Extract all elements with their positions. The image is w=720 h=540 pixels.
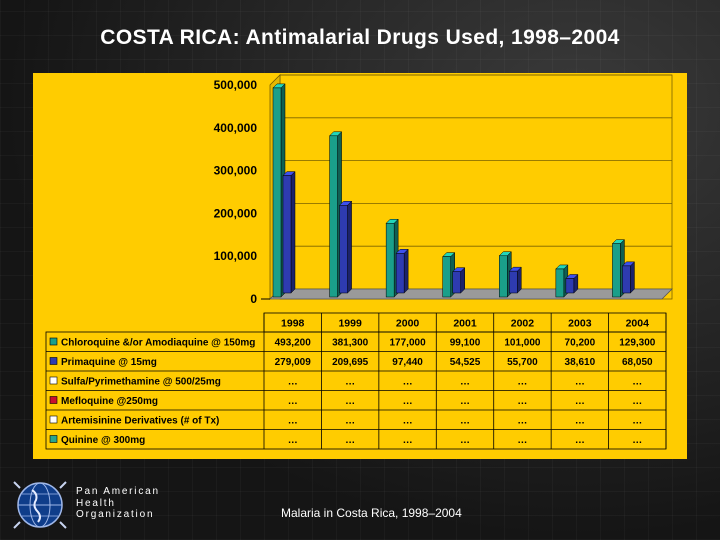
data-table-cell: … xyxy=(632,377,642,388)
legend-label: Mefloquine @250mg xyxy=(61,396,158,407)
data-table-cell: 493,200 xyxy=(275,338,312,349)
legend-swatch xyxy=(49,376,58,385)
data-table-cell: … xyxy=(575,416,585,427)
org-name-line: Organization xyxy=(76,509,155,520)
bar xyxy=(622,265,631,294)
bar xyxy=(555,268,565,298)
y-tick-label: 500,000 xyxy=(214,78,258,92)
data-table-cell: … xyxy=(517,377,527,388)
globe-logo-icon xyxy=(13,481,67,529)
legend-label: Artemisinine Derivatives (# of Tx) xyxy=(61,416,219,427)
legend-swatch xyxy=(49,396,58,404)
data-table-cell: … xyxy=(403,377,413,388)
data-table-cell: … xyxy=(575,377,585,388)
data-table-cell: … xyxy=(345,396,355,407)
legend-swatch xyxy=(49,415,58,424)
data-table-cell: 68,050 xyxy=(622,357,653,368)
x-category-label: 2004 xyxy=(626,318,650,330)
bar xyxy=(339,205,348,294)
x-category-label: 1998 xyxy=(281,318,305,330)
footer-caption: Malaria in Costa Rica, 1998–2004 xyxy=(281,506,462,520)
data-table-cell: … xyxy=(460,377,470,388)
data-table-cell: … xyxy=(345,416,355,427)
legend-swatch xyxy=(49,357,58,365)
bar xyxy=(329,135,338,298)
bar xyxy=(272,87,282,298)
data-table-cell: 209,695 xyxy=(332,357,369,368)
data-table-cell: … xyxy=(288,377,298,388)
bar xyxy=(612,243,621,298)
x-category-label: 1999 xyxy=(338,318,362,330)
bar-side xyxy=(460,267,465,294)
chart: 0 100,000 200,000 300,000 400,000 500,000 1998… xyxy=(45,74,673,450)
x-category-label: 2000 xyxy=(396,318,420,330)
data-table-cell: 99,100 xyxy=(450,338,481,349)
chart-panel: 0 100,000 200,000 300,000 400,000 500,000 1998… xyxy=(33,73,687,459)
slide-title: COSTA RICA: Antimalarial Drugs Used, 199… xyxy=(100,26,620,49)
data-table-cell: … xyxy=(632,396,642,407)
y-tick-label: 400,000 xyxy=(214,121,258,135)
data-table-cell: … xyxy=(517,435,527,446)
data-table-cell: … xyxy=(345,377,355,388)
x-category-label: 2002 xyxy=(511,318,535,330)
legend-label: Chloroquine &/or Amodiaquine @ 150mg xyxy=(61,338,255,349)
data-table-cell: … xyxy=(575,435,585,446)
data-table-cell: … xyxy=(460,396,470,407)
legend-swatch xyxy=(49,435,58,443)
x-category-label: 2003 xyxy=(568,318,592,330)
data-table-cell: … xyxy=(403,396,413,407)
data-table-cell: 381,300 xyxy=(332,338,369,349)
legend-swatch xyxy=(49,337,58,346)
data-table-cell: … xyxy=(288,396,298,407)
data-table-cell: 129,300 xyxy=(619,338,656,349)
organization-name: Pan American Health Organization xyxy=(76,486,160,521)
data-table-cell: … xyxy=(517,396,527,407)
x-category-label: 2001 xyxy=(453,318,477,330)
legend-label: Sulfa/Pyrimethamine @ 500/25mg xyxy=(61,377,221,388)
bar xyxy=(509,270,518,294)
bar-side xyxy=(630,261,635,294)
data-table-cell: … xyxy=(288,435,298,446)
legend-label: Primaquine @ 15mg xyxy=(61,357,157,368)
data-table-cell: 97,440 xyxy=(392,357,423,368)
bar xyxy=(385,222,395,298)
bar-side xyxy=(347,200,352,294)
bar-side xyxy=(517,266,522,294)
bar-side xyxy=(403,248,409,294)
data-table-cell: … xyxy=(345,435,355,446)
y-tick-label: 0 xyxy=(250,292,257,306)
data-table-cell: 279,009 xyxy=(275,357,312,368)
bar xyxy=(395,253,405,294)
data-table-cell: … xyxy=(288,416,298,427)
bar xyxy=(565,278,575,294)
org-name-line: Health xyxy=(76,497,116,509)
data-table-cell: … xyxy=(575,396,585,407)
data-table-cell: … xyxy=(460,416,470,427)
bar xyxy=(499,255,508,298)
data-table-cell: 70,200 xyxy=(565,338,596,349)
y-tick-label: 300,000 xyxy=(214,164,258,178)
org-name-line: Pan American xyxy=(76,486,160,497)
data-table-cell: … xyxy=(632,435,642,446)
data-table-cell: … xyxy=(403,435,413,446)
data-table-cell: … xyxy=(460,435,470,446)
bar xyxy=(442,256,451,298)
data-table-cell: … xyxy=(403,416,413,427)
bar xyxy=(282,175,292,294)
legend-label: Quinine @ 300mg xyxy=(61,435,145,446)
data-table-cell: … xyxy=(632,416,642,427)
bar xyxy=(452,271,461,294)
y-tick-label: 100,000 xyxy=(214,249,258,263)
data-table-cell: 38,610 xyxy=(565,357,596,368)
data-table-cell: … xyxy=(517,416,527,427)
data-table-cell: 55,700 xyxy=(507,357,538,368)
y-tick-label: 200,000 xyxy=(214,206,258,220)
data-table-cell: 54,525 xyxy=(450,357,481,368)
bar-side xyxy=(290,170,296,294)
data-table-cell: 101,000 xyxy=(504,338,541,349)
data-table-cell: 177,000 xyxy=(389,338,426,349)
